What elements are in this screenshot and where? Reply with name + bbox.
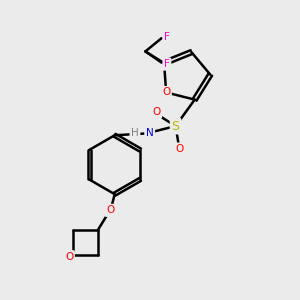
Text: H: H bbox=[131, 128, 139, 138]
Text: S: S bbox=[172, 120, 180, 133]
Text: F: F bbox=[164, 59, 170, 69]
Text: N: N bbox=[146, 128, 154, 139]
Text: O: O bbox=[65, 252, 73, 262]
Text: O: O bbox=[176, 144, 184, 154]
Text: O: O bbox=[162, 88, 170, 98]
Text: O: O bbox=[152, 107, 160, 117]
Text: O: O bbox=[106, 206, 114, 215]
Text: F: F bbox=[164, 32, 170, 42]
